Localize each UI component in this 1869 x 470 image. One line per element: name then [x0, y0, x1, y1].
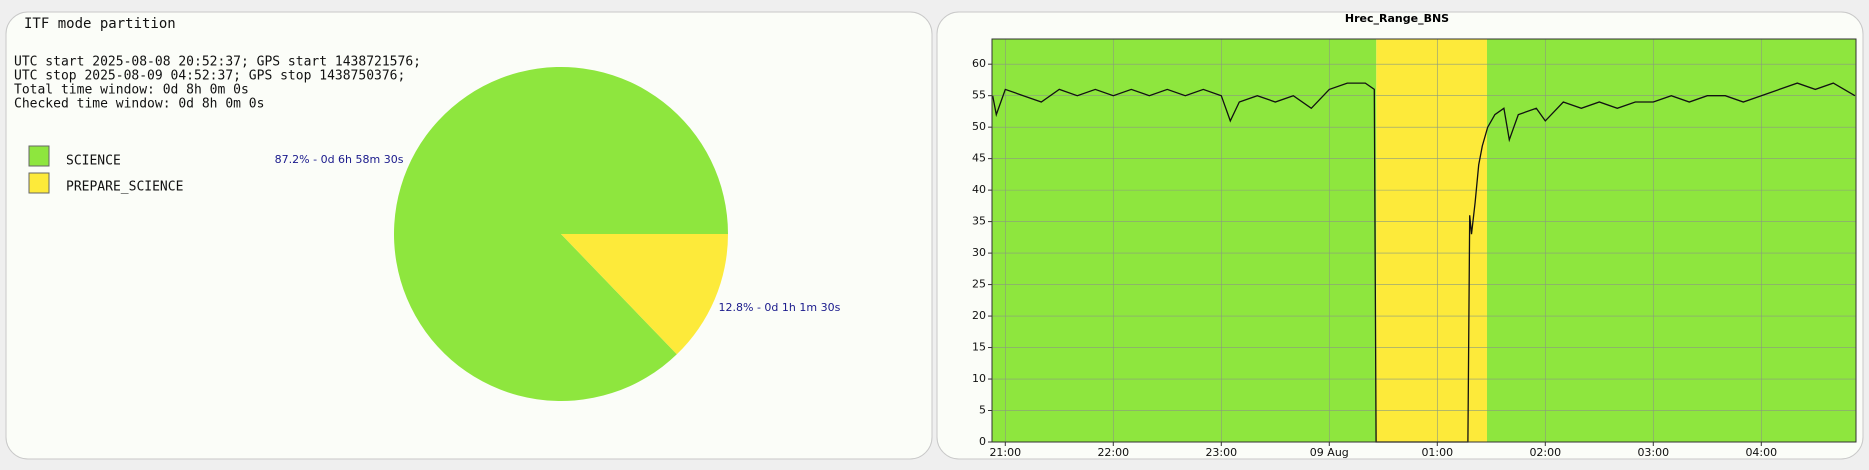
- y-tick-label: 60: [972, 57, 986, 70]
- line-title: Hrec_Range_BNS: [1345, 12, 1449, 25]
- y-tick-label: 10: [972, 372, 986, 385]
- info-line: UTC start 2025-08-08 20:52:37; GPS start…: [14, 55, 421, 70]
- legend-label: PREPARE_SCIENCE: [66, 180, 183, 195]
- legend-swatch: [28, 145, 50, 167]
- y-tick-label: 25: [972, 278, 986, 291]
- x-tick-label: 09 Aug: [1310, 446, 1349, 459]
- legend-label: SCIENCE: [66, 154, 121, 169]
- info-line: Total time window: 0d 8h 0m 0s: [14, 83, 249, 98]
- y-tick-label: 5: [979, 404, 986, 417]
- x-tick-label: 04:00: [1745, 446, 1777, 459]
- y-tick-label: 15: [972, 341, 986, 354]
- x-tick-label: 22:00: [1097, 446, 1129, 459]
- x-tick-label: 21:00: [989, 446, 1021, 459]
- y-tick-label: 35: [972, 215, 986, 228]
- x-tick-label: 03:00: [1637, 446, 1669, 459]
- pie-title: ITF mode partition: [24, 16, 176, 32]
- info-line: UTC stop 2025-08-09 04:52:37; GPS stop 1…: [14, 69, 405, 84]
- y-tick-label: 0: [979, 435, 986, 448]
- y-tick-label: 30: [972, 246, 986, 259]
- x-tick-label: 23:00: [1205, 446, 1237, 459]
- y-tick-label: 55: [972, 89, 986, 102]
- slice-label: 12.8% - 0d 1h 1m 30s: [719, 301, 841, 314]
- pie-slice: [394, 66, 728, 401]
- y-tick-label: 20: [972, 309, 986, 322]
- info-line: Checked time window: 0d 8h 0m 0s: [14, 97, 264, 112]
- y-tick-label: 40: [972, 183, 986, 196]
- mode-band: [992, 39, 1377, 442]
- legend-swatch: [28, 172, 50, 194]
- mode-band: [1487, 39, 1856, 442]
- slice-label: 87.2% - 0d 6h 58m 30s: [275, 153, 404, 166]
- pie-slice: [561, 234, 728, 355]
- mode-band: [1376, 39, 1487, 442]
- x-tick-label: 01:00: [1421, 446, 1453, 459]
- y-tick-label: 45: [972, 152, 986, 165]
- plot-frame: [991, 38, 1857, 443]
- x-tick-label: 02:00: [1529, 446, 1561, 459]
- data-line: [992, 82, 1856, 443]
- y-tick-label: 50: [972, 120, 986, 133]
